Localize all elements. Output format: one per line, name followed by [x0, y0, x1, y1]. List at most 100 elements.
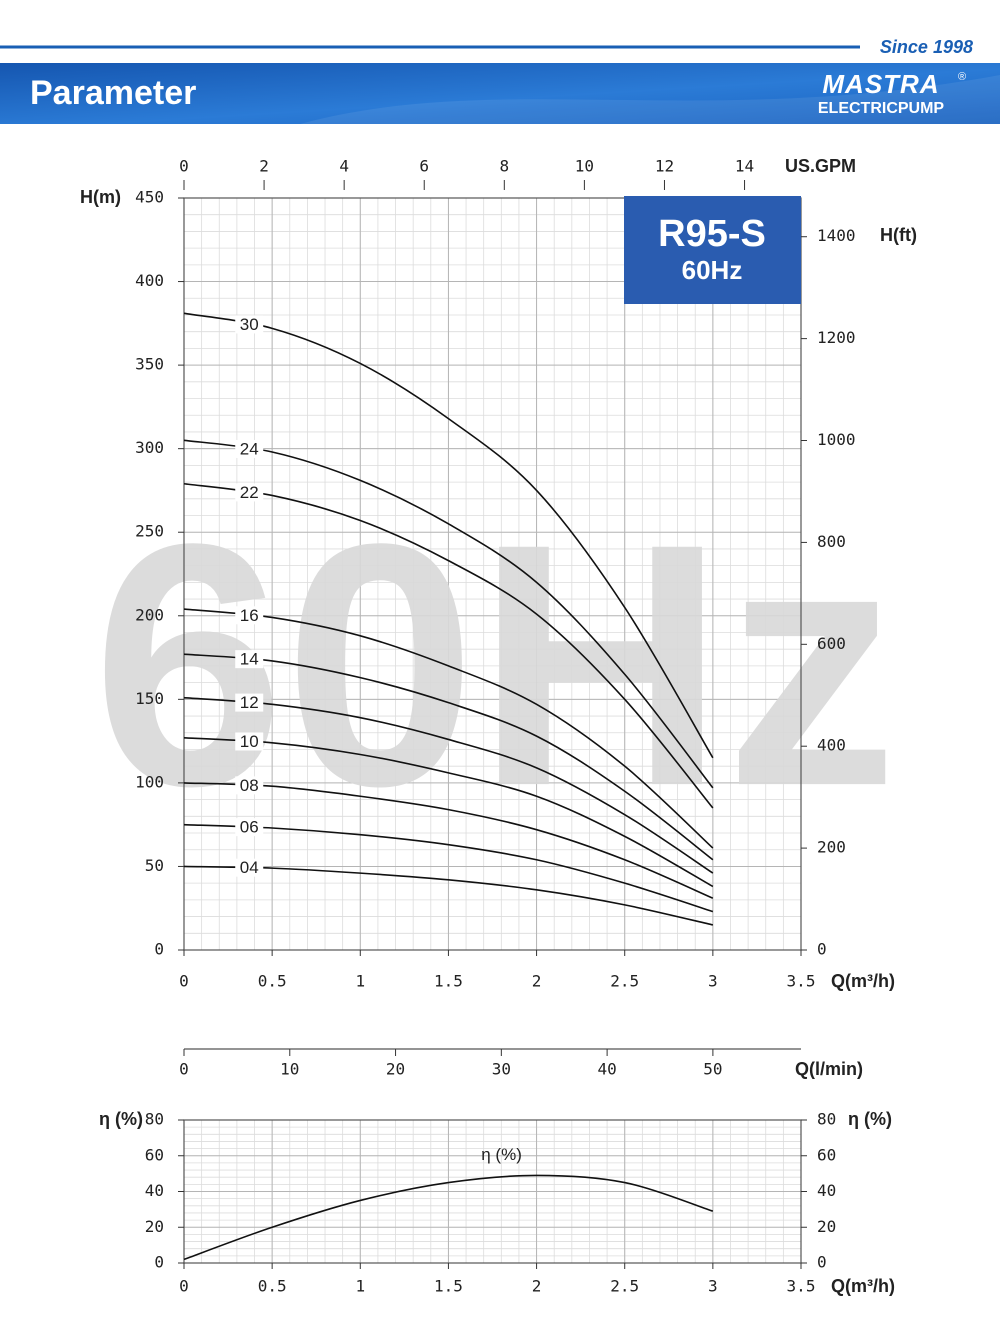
- y2-tick-label: 1200: [817, 328, 856, 347]
- x3-tick-label: 10: [280, 1060, 299, 1079]
- curve: [183, 782, 714, 899]
- y-tick-label: 0: [154, 1253, 164, 1272]
- series-label: 04: [240, 858, 259, 877]
- y-tick-label: 60: [145, 1145, 164, 1164]
- curve: [183, 482, 714, 809]
- series-label: 16: [240, 606, 259, 625]
- y2-axis-title: H(ft): [880, 225, 917, 245]
- x-tick-label: 1.5: [434, 972, 463, 991]
- x-tick-label: 0.5: [258, 1277, 287, 1296]
- logo: MASTRA: [822, 69, 939, 99]
- model-box: [624, 196, 801, 304]
- x-tick-label: 0: [179, 972, 189, 991]
- x2-tick-label: 0: [179, 157, 189, 176]
- curve: [183, 865, 714, 926]
- x-tick-label: 3.5: [787, 972, 816, 991]
- x-tick-label: 0: [179, 1277, 189, 1296]
- x-tick-label: 3: [708, 972, 718, 991]
- y-tick-label: 300: [135, 438, 164, 457]
- curve: [183, 1174, 714, 1261]
- y2-tick-label: 600: [817, 634, 846, 653]
- series-label: 24: [240, 439, 259, 458]
- series-label-bg: [235, 693, 264, 712]
- curve: [183, 312, 714, 759]
- model: R95-S: [658, 213, 766, 255]
- y-tick-label: 20: [145, 1217, 164, 1236]
- x-tick-label: 2: [532, 1277, 542, 1296]
- series-label-bg: [235, 315, 264, 334]
- y-tick-label: 350: [135, 355, 164, 374]
- x3-axis-title: Q(l/min): [795, 1059, 863, 1079]
- series-label: 12: [240, 693, 259, 712]
- series-label: η (%): [481, 1145, 522, 1164]
- series-label: 06: [240, 818, 259, 837]
- frequency: 60Hz: [682, 255, 743, 285]
- y2-tick-label: 80: [817, 1110, 836, 1129]
- plot-frame: [183, 197, 802, 951]
- banner-title: Parameter: [30, 74, 196, 112]
- header: Since 1998 Parameter MASTRA ® ELECTRICPU…: [0, 37, 1000, 124]
- series-label: 08: [240, 776, 259, 795]
- y-tick-label: 200: [135, 605, 164, 624]
- logo-sub: ELECTRICPUMP: [818, 100, 945, 117]
- y-tick-label: 400: [135, 271, 164, 290]
- x2-tick-label: 10: [575, 157, 594, 176]
- x-tick-label: 2.5: [610, 972, 639, 991]
- y2-tick-label: 0: [817, 1253, 827, 1272]
- y-tick-label: 100: [135, 772, 164, 791]
- x2-tick-label: 14: [735, 157, 754, 176]
- y2-tick-label: 1000: [817, 430, 856, 449]
- x3-tick-label: 40: [597, 1060, 616, 1079]
- x-tick-label: 2: [532, 972, 542, 991]
- curve: [183, 439, 714, 789]
- series-label-bg: [235, 606, 264, 625]
- series-label-bg: [235, 858, 264, 877]
- y-tick-label: 50: [145, 856, 164, 875]
- x2-tick-label: 12: [655, 157, 674, 176]
- x-tick-label: 1: [355, 972, 365, 991]
- y2-tick-label: 40: [817, 1181, 836, 1200]
- y2-tick-label: 400: [817, 736, 846, 755]
- x-axis-title: Q(m³/h): [831, 971, 895, 991]
- series-label-bg: [235, 818, 264, 837]
- y-tick-label: 450: [135, 188, 164, 207]
- y-tick-label: 40: [145, 1181, 164, 1200]
- y2-tick-label: 20: [817, 1217, 836, 1236]
- y2-axis-title: η (%): [848, 1109, 892, 1129]
- x3-tick-label: 50: [703, 1060, 722, 1079]
- y2-tick-label: 1400: [817, 226, 856, 245]
- y2-tick-label: 0: [817, 940, 827, 959]
- x2-tick-label: 2: [259, 157, 269, 176]
- y-tick-label: 0: [154, 940, 164, 959]
- series-label-bg: [235, 732, 264, 751]
- registered: ®: [958, 71, 966, 83]
- curve: [183, 653, 714, 861]
- series-label-bg: [235, 483, 264, 502]
- x-tick-label: 1.5: [434, 1277, 463, 1296]
- curve: [183, 608, 714, 849]
- y-axis-title: H(m): [80, 187, 121, 207]
- y-axis-title: η (%): [99, 1109, 143, 1129]
- x2-tick-label: 4: [339, 157, 349, 176]
- series-label: 30: [240, 315, 259, 334]
- x-tick-label: 3: [708, 1277, 718, 1296]
- series-label-bg: [235, 439, 264, 458]
- banner: [0, 63, 1000, 124]
- series-label-bg: [235, 776, 264, 795]
- x2-axis-title: US.GPM: [785, 156, 856, 176]
- x2-tick-label: 8: [499, 157, 509, 176]
- y2-tick-label: 60: [817, 1145, 836, 1164]
- x-tick-label: 3.5: [787, 1277, 816, 1296]
- since: Since 1998: [880, 37, 973, 57]
- banner-wave: [300, 75, 1000, 124]
- watermark: 60Hz: [92, 473, 897, 858]
- x3-tick-label: 30: [492, 1060, 511, 1079]
- charts: 60Hz050100150200250300350400450020040060…: [80, 156, 917, 1296]
- y-tick-label: 80: [145, 1110, 164, 1129]
- x-axis-title: Q(m³/h): [831, 1276, 895, 1296]
- x-tick-label: 1: [355, 1277, 365, 1296]
- x2-tick-label: 6: [419, 157, 429, 176]
- x3-tick-label: 0: [179, 1060, 189, 1079]
- y-tick-label: 250: [135, 522, 164, 541]
